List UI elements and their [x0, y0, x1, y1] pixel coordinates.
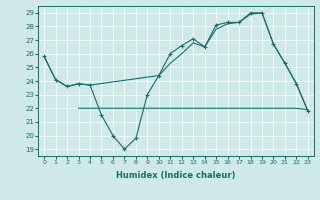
X-axis label: Humidex (Indice chaleur): Humidex (Indice chaleur): [116, 171, 236, 180]
